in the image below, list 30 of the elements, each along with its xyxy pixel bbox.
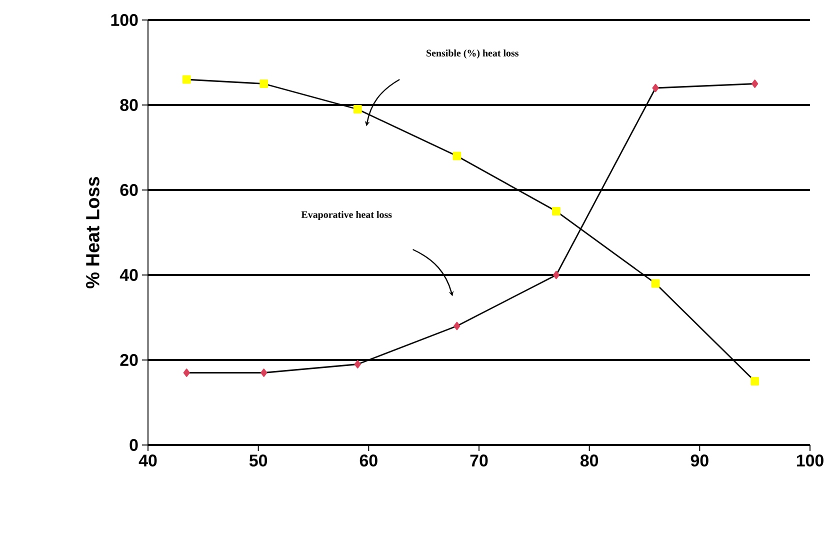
y-tick-label: 0 bbox=[130, 439, 138, 451]
point bbox=[260, 80, 268, 88]
point bbox=[452, 152, 462, 160]
y-axis-title: % Heat Loss bbox=[86, 177, 100, 288]
point bbox=[651, 279, 660, 288]
point bbox=[750, 377, 760, 386]
y-tick-label: 20 bbox=[120, 354, 138, 366]
annotation: Sensible (%) heat loss bbox=[426, 49, 519, 59]
point bbox=[354, 360, 361, 368]
point bbox=[182, 75, 191, 84]
point bbox=[752, 80, 758, 88]
x-tick-label: 100 bbox=[796, 454, 824, 467]
x-tick-label: 80 bbox=[580, 454, 598, 467]
y-tick-label: 40 bbox=[120, 269, 138, 281]
point bbox=[353, 105, 362, 114]
y-tick-label: 60 bbox=[120, 184, 138, 196]
point bbox=[552, 270, 560, 280]
point bbox=[183, 368, 190, 377]
point bbox=[454, 322, 460, 330]
y-tick-label: 80 bbox=[120, 98, 138, 111]
point bbox=[260, 368, 268, 377]
x-tick-label: 60 bbox=[360, 454, 378, 467]
x-tick-label: 40 bbox=[138, 454, 157, 467]
x-tick-label: 90 bbox=[690, 454, 708, 467]
x-tick-label: 50 bbox=[249, 454, 268, 467]
point bbox=[552, 207, 560, 216]
annotation: Evaporative heat loss bbox=[301, 210, 392, 220]
point bbox=[652, 84, 659, 92]
y-tick-label: 100 bbox=[111, 14, 138, 26]
x-tick-label: 70 bbox=[470, 454, 488, 467]
